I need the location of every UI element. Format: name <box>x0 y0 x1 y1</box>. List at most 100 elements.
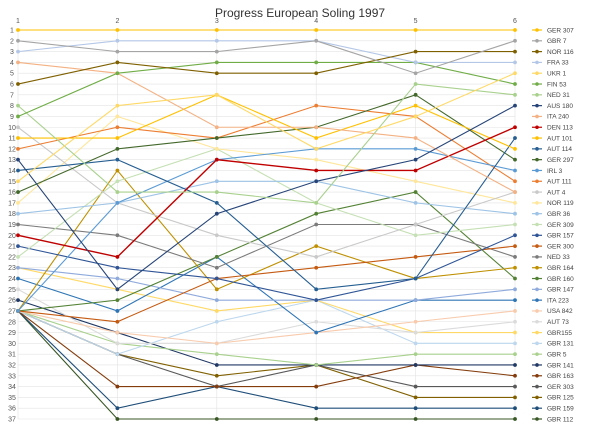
data-point <box>513 157 517 162</box>
data-point <box>513 319 517 324</box>
legend-marker <box>535 49 539 54</box>
data-point <box>314 244 319 249</box>
data-point <box>513 82 517 86</box>
legend-label: ITA 223 <box>547 297 569 304</box>
data-point <box>314 384 319 389</box>
series-line <box>17 180 516 215</box>
y-tick-label: 28 <box>8 319 16 326</box>
data-point <box>413 395 418 400</box>
legend-marker <box>535 103 539 108</box>
legend-label: AUT 73 <box>547 319 569 326</box>
data-point <box>214 384 219 389</box>
y-tick-label: 18 <box>8 211 16 218</box>
y-tick-label: 36 <box>8 406 16 413</box>
legend-label: UKR 1 <box>547 71 567 78</box>
data-point <box>214 125 219 130</box>
data-point <box>513 28 517 32</box>
x-tick-label: 4 <box>314 18 318 25</box>
y-tick-label: 1 <box>10 28 14 35</box>
data-point <box>513 222 517 227</box>
data-point <box>413 319 418 324</box>
legend-marker <box>535 255 539 259</box>
data-point <box>413 136 418 140</box>
data-point <box>16 28 20 32</box>
data-point <box>513 190 517 194</box>
data-point <box>314 71 319 76</box>
legend-marker <box>535 406 539 410</box>
data-point <box>115 136 120 140</box>
series-line <box>18 94 516 150</box>
legend-marker <box>535 417 539 421</box>
data-point <box>314 211 319 216</box>
legend-label: GBR 36 <box>547 211 571 218</box>
series-line <box>17 137 516 290</box>
series-line <box>17 234 516 301</box>
data-point <box>513 71 517 76</box>
series-line <box>17 310 515 366</box>
data-point <box>413 114 418 119</box>
x-tick-label: 1 <box>16 18 20 25</box>
legend-label: AUT 114 <box>547 146 572 153</box>
data-point <box>16 157 20 162</box>
legend-marker <box>535 287 539 292</box>
data-point <box>413 49 418 54</box>
data-point <box>115 200 120 205</box>
series-line <box>17 267 515 334</box>
data-point <box>314 287 319 292</box>
data-point <box>513 265 517 270</box>
legend-label: NOR 116 <box>547 49 574 56</box>
data-point <box>16 49 20 54</box>
y-tick-label: 31 <box>8 352 16 359</box>
legend-marker <box>535 211 539 216</box>
data-point <box>314 60 319 65</box>
data-point <box>513 92 517 97</box>
data-point <box>214 211 219 216</box>
legend-label: ITA 240 <box>547 114 569 121</box>
data-point <box>513 38 517 43</box>
data-point <box>16 233 20 238</box>
data-point <box>115 114 120 119</box>
data-point <box>513 417 517 421</box>
data-point <box>413 233 418 238</box>
legend-marker <box>535 373 539 378</box>
legend-label: GER 300 <box>547 243 574 250</box>
data-point <box>513 341 517 346</box>
data-point <box>314 136 319 140</box>
data-point <box>115 330 120 335</box>
legend-label: AUS 180 <box>547 103 573 110</box>
legend-marker <box>535 39 539 43</box>
y-tick-label: 30 <box>8 341 16 348</box>
data-point <box>413 92 418 97</box>
y-tick-label: 21 <box>8 244 16 251</box>
legend-label: GBR 159 <box>547 405 574 412</box>
legend-marker <box>535 82 539 86</box>
data-point <box>413 330 418 335</box>
data-point <box>115 103 120 108</box>
data-point <box>314 406 319 411</box>
series-line <box>17 310 516 344</box>
legend-label: IRL 3 <box>547 168 563 175</box>
legend-label: GBR 125 <box>547 395 574 402</box>
y-tick-label: 37 <box>8 417 16 424</box>
data-point <box>16 136 20 140</box>
data-point <box>413 363 418 367</box>
y-tick-label: 23 <box>8 265 16 272</box>
y-tick-label: 33 <box>8 373 16 380</box>
legend-marker <box>535 341 539 346</box>
data-point <box>314 179 319 184</box>
data-point <box>214 49 219 54</box>
data-point <box>314 330 319 335</box>
y-tick-label: 6 <box>10 82 14 89</box>
data-point <box>115 38 120 43</box>
data-point <box>214 298 219 303</box>
legend-label: GBR 163 <box>547 373 574 380</box>
series-line <box>17 310 516 388</box>
y-tick-label: 7 <box>10 92 14 99</box>
legend-label: AUT 101 <box>547 135 573 142</box>
data-point <box>513 60 517 65</box>
y-tick-label: 12 <box>8 146 16 153</box>
legend-marker <box>535 168 539 173</box>
data-point <box>314 417 319 421</box>
data-point <box>413 255 418 259</box>
data-point <box>214 373 219 378</box>
